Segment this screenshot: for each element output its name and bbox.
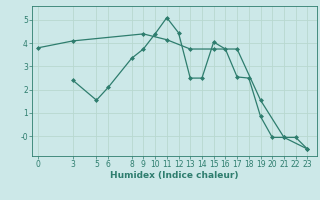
X-axis label: Humidex (Indice chaleur): Humidex (Indice chaleur) [110, 171, 239, 180]
